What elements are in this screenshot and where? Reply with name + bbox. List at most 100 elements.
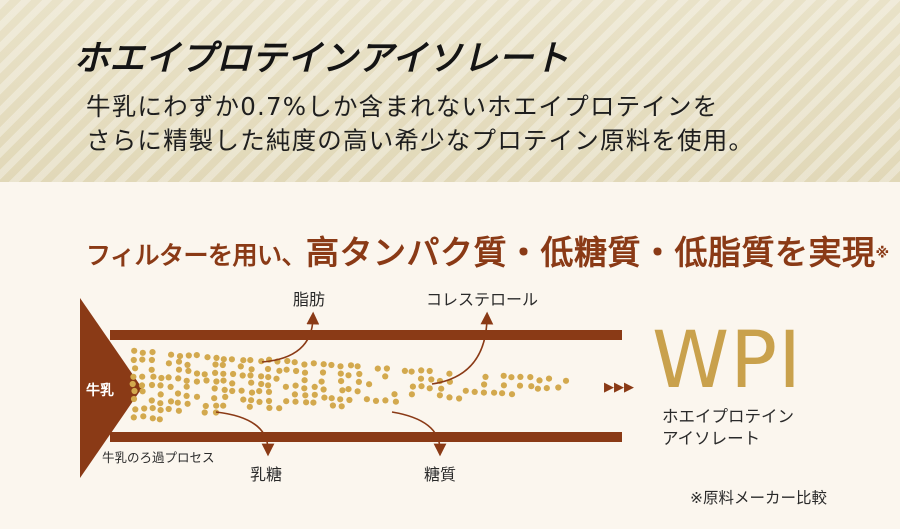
particle [129,380,136,388]
particle [527,374,534,381]
particle [284,357,291,365]
particle [132,365,139,372]
label-fat: 脂肪 [293,290,325,309]
particle [240,357,247,364]
particle [132,406,139,413]
particle [139,356,146,363]
input-funnel [80,298,142,478]
particle [339,387,346,394]
particle [248,389,256,396]
particle [356,370,363,378]
label-sugar: 糖質 [424,465,456,484]
footnote: ※原料メーカー比較 [690,489,827,507]
wpi-subtitle-line-2: アイソレート [662,429,761,448]
particle [372,397,380,404]
particle [258,380,265,388]
output-arrows: ▶▶▶ [604,380,634,395]
particle [345,372,352,379]
arrow-lactose [215,411,275,457]
particle [383,365,390,372]
particle [184,400,191,407]
particle [228,356,235,363]
particle [508,391,516,398]
particle [482,373,489,380]
particle [138,382,146,389]
particle [536,377,543,384]
particle [337,396,344,403]
particle [130,373,137,380]
particle [276,405,283,412]
particle [363,396,370,403]
particle [534,385,542,392]
particle [193,393,201,400]
particle [202,402,209,410]
particle [165,360,172,367]
particle [426,385,433,392]
particle [338,403,345,410]
particle [220,402,227,409]
particle [258,358,265,365]
particle [139,349,146,356]
particle [212,369,219,376]
particle [499,390,506,397]
particle [240,396,247,403]
particle [500,382,507,389]
particle [283,366,290,373]
particle [319,369,327,376]
particle [148,381,156,389]
particle [291,391,298,398]
particle [555,384,562,391]
particle [184,361,191,368]
particle [409,383,416,390]
particle [176,353,184,360]
particle-cloud [129,347,570,423]
particle [148,366,155,373]
pipe-top-wall [110,330,622,340]
particle [174,399,181,406]
label-filtration-process: 牛乳のろ過プロセス [102,450,215,465]
particle [185,352,192,359]
particle [149,349,156,356]
particle [130,395,138,403]
particle [291,359,298,366]
particle [238,387,245,394]
particle [174,390,182,397]
particle [543,385,550,392]
particle [248,379,255,386]
particle [471,388,478,395]
description-line-2: さらに精製した純度の高い希少なプロテイン原料を使用。 [86,126,755,155]
feature-headline: フィルターを用い、高タンパク質・低糖質・低脂質を実現※ [86,226,889,274]
page-title: ホエイプロテインアイソレート [74,39,570,79]
particle [175,358,183,365]
particle [301,369,309,376]
arrow-cholesterol [431,311,494,385]
particle [355,378,362,385]
wpi-subtitle-line-1: ホエイプロテイン [662,407,794,426]
particle [248,366,255,373]
particle [311,391,318,398]
particle [185,367,192,374]
headline-lead: フィルターを用い、 [86,241,307,270]
particle [318,378,325,385]
particle [264,365,272,373]
particle [213,354,220,361]
particle [417,375,425,382]
particle [222,393,229,400]
particle [211,385,218,392]
particle [337,363,344,370]
description-line-1: 牛乳にわずか0.7%しか含まれないホエイプロテインを [86,92,719,121]
particle [310,399,317,406]
particle [156,416,163,423]
particle [276,367,283,374]
particle [302,392,309,399]
particle [408,391,415,398]
particle [438,385,445,392]
particle [213,402,220,409]
particle [508,374,515,381]
particle [150,373,157,380]
particle [212,361,219,368]
particle [183,377,190,384]
particle [201,409,208,416]
particle [354,363,361,370]
particle [311,383,318,390]
